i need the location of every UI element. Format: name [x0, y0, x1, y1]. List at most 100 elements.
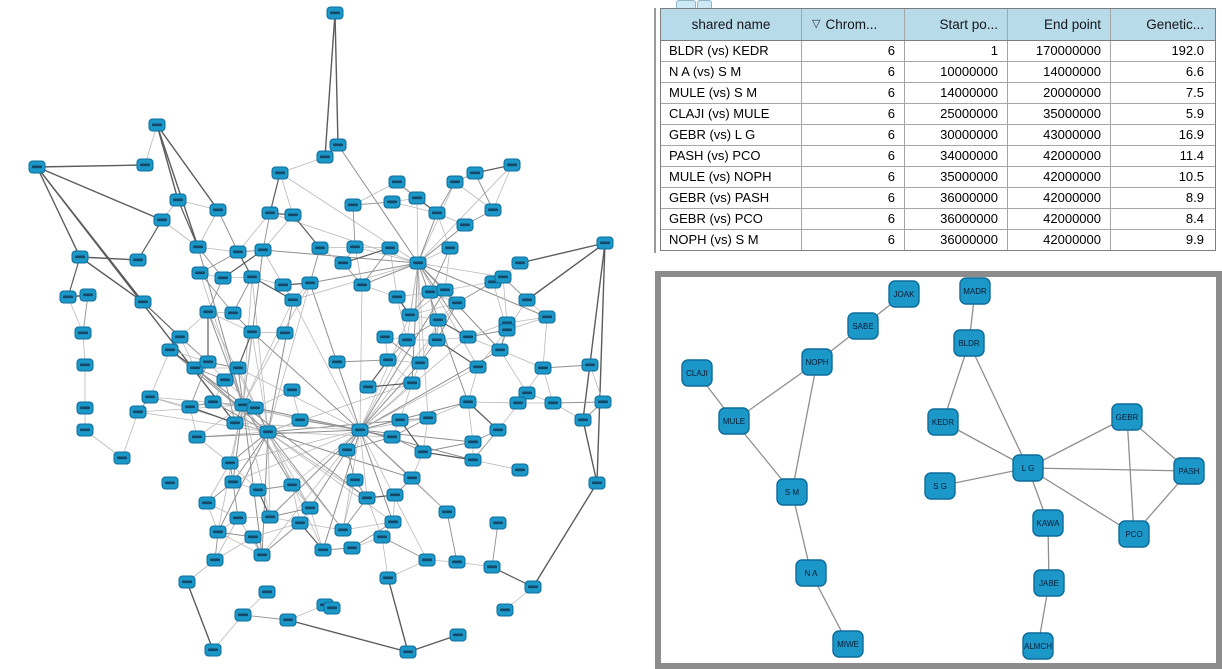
- network-node[interactable]: [503, 158, 521, 172]
- network-node[interactable]: [421, 285, 439, 299]
- network-node-miwe[interactable]: MIWE: [832, 630, 864, 658]
- network-node[interactable]: [594, 395, 612, 409]
- network-node[interactable]: [383, 430, 401, 444]
- network-node[interactable]: [381, 241, 399, 255]
- network-node[interactable]: [243, 270, 261, 284]
- network-node[interactable]: [419, 411, 437, 425]
- column-header-start-po[interactable]: Start po...: [905, 9, 1008, 40]
- network-node[interactable]: [388, 175, 406, 189]
- network-node[interactable]: [489, 516, 507, 530]
- network-node-mule[interactable]: MULE: [718, 407, 750, 435]
- network-node[interactable]: [518, 386, 536, 400]
- network-node[interactable]: [358, 491, 376, 505]
- network-node[interactable]: [169, 193, 187, 207]
- network-node[interactable]: [161, 343, 179, 357]
- table-row[interactable]: GEBR (vs) PASH 6 36000000 42000000 8.9: [661, 188, 1215, 209]
- network-node[interactable]: [408, 191, 426, 205]
- network-node[interactable]: [311, 241, 329, 255]
- network-edge-NOPH-SM[interactable]: [791, 361, 818, 493]
- network-node[interactable]: [253, 548, 271, 562]
- network-node[interactable]: [161, 476, 179, 490]
- network-node[interactable]: [448, 296, 466, 310]
- network-node[interactable]: [216, 373, 234, 387]
- network-node[interactable]: [271, 166, 289, 180]
- network-node[interactable]: [464, 453, 482, 467]
- network-node[interactable]: [359, 380, 377, 394]
- network-node[interactable]: [178, 575, 196, 589]
- network-node[interactable]: [28, 160, 46, 174]
- network-node[interactable]: [76, 358, 94, 372]
- network-node[interactable]: [581, 358, 599, 372]
- network-node[interactable]: [226, 416, 244, 430]
- network-node[interactable]: [491, 343, 509, 357]
- network-node[interactable]: [329, 138, 347, 152]
- network-node[interactable]: [376, 330, 394, 344]
- table-row[interactable]: NOPH (vs) S M 6 36000000 42000000 9.9: [661, 230, 1215, 250]
- network-node[interactable]: [134, 295, 152, 309]
- filter-icon[interactable]: ▽: [812, 18, 821, 30]
- network-node[interactable]: [186, 361, 204, 375]
- network-node[interactable]: [456, 218, 474, 232]
- network-node[interactable]: [71, 250, 89, 264]
- network-edge-LG-PASH[interactable]: [1027, 467, 1190, 472]
- network-node[interactable]: [141, 390, 159, 404]
- network-node[interactable]: [489, 423, 507, 437]
- network-node[interactable]: [494, 270, 512, 284]
- network-node[interactable]: [199, 305, 217, 319]
- network-node[interactable]: [74, 326, 92, 340]
- network-node[interactable]: [171, 330, 189, 344]
- overview-network-canvas[interactable]: [0, 0, 655, 669]
- network-node[interactable]: [314, 543, 332, 557]
- network-node-bldr[interactable]: BLDR: [953, 329, 985, 357]
- network-node[interactable]: [441, 241, 459, 255]
- network-node-pco[interactable]: PCO: [1118, 520, 1150, 548]
- network-node[interactable]: [113, 451, 131, 465]
- table-row[interactable]: MULE (vs) NOPH 6 35000000 42000000 10.5: [661, 167, 1215, 188]
- panel-tab-remnant-2[interactable]: [697, 0, 712, 9]
- network-node[interactable]: [498, 323, 516, 337]
- network-node[interactable]: [418, 553, 436, 567]
- network-node[interactable]: [279, 613, 297, 627]
- network-node[interactable]: [338, 443, 356, 457]
- network-node[interactable]: [469, 360, 487, 374]
- network-node[interactable]: [291, 516, 309, 530]
- network-node[interactable]: [398, 333, 416, 347]
- network-node[interactable]: [388, 290, 406, 304]
- network-node-kedr[interactable]: KEDR: [927, 408, 959, 436]
- network-node[interactable]: [328, 355, 346, 369]
- network-node-jabe[interactable]: JABE: [1033, 569, 1065, 597]
- network-node[interactable]: [509, 396, 527, 410]
- network-node[interactable]: [224, 306, 242, 320]
- network-node[interactable]: [301, 501, 319, 515]
- network-node[interactable]: [464, 435, 482, 449]
- column-header-shared-name[interactable]: shared name: [661, 9, 802, 40]
- network-node[interactable]: [214, 271, 232, 285]
- table-row[interactable]: PASH (vs) PCO 6 34000000 42000000 11.4: [661, 146, 1215, 167]
- network-node[interactable]: [129, 253, 147, 267]
- network-node[interactable]: [446, 175, 464, 189]
- network-node[interactable]: [346, 240, 364, 254]
- network-node[interactable]: [284, 293, 302, 307]
- network-node[interactable]: [373, 530, 391, 544]
- network-node[interactable]: [204, 395, 222, 409]
- network-node[interactable]: [244, 530, 262, 544]
- network-node[interactable]: [188, 430, 206, 444]
- network-node[interactable]: [524, 580, 542, 594]
- network-node[interactable]: [76, 423, 94, 437]
- network-node[interactable]: [284, 208, 302, 222]
- network-node[interactable]: [261, 510, 279, 524]
- network-node[interactable]: [229, 511, 247, 525]
- network-node[interactable]: [383, 195, 401, 209]
- network-edge-BLDR-LG[interactable]: [968, 342, 1029, 469]
- network-node[interactable]: [414, 445, 432, 459]
- network-edge-GEBR-PCO[interactable]: [1126, 416, 1135, 535]
- network-node[interactable]: [428, 206, 446, 220]
- network-node[interactable]: [316, 150, 334, 164]
- network-node[interactable]: [409, 256, 427, 270]
- network-node[interactable]: [449, 628, 467, 642]
- network-node[interactable]: [249, 483, 267, 497]
- network-node[interactable]: [401, 308, 419, 322]
- network-node[interactable]: [148, 118, 166, 132]
- network-node[interactable]: [384, 515, 402, 529]
- network-node[interactable]: [291, 413, 309, 427]
